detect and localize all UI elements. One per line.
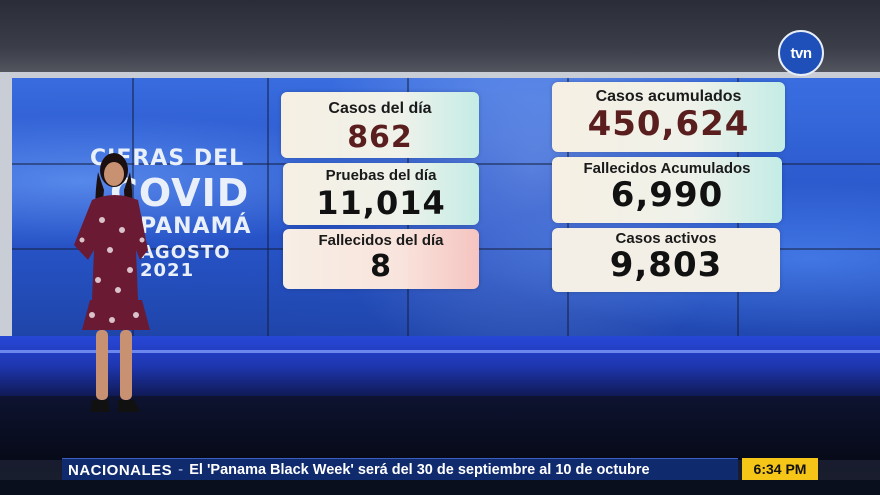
- ticker-separator: -: [178, 462, 184, 478]
- stat-card-casos-activos: Casos activos 9,803: [552, 228, 780, 292]
- wall-title-line1: CIFRAS DEL: [90, 146, 245, 171]
- stat-value: 8: [370, 249, 392, 284]
- stage-light-line: [0, 350, 880, 353]
- stat-value: 862: [347, 120, 413, 155]
- stat-label: Casos activos: [615, 230, 717, 247]
- studio-floor: [0, 396, 880, 460]
- stat-value: 450,624: [587, 104, 750, 144]
- stat-label: Casos del día: [328, 100, 432, 117]
- stat-value: 9,803: [609, 245, 723, 285]
- wall-title-line3: PANAMÁ: [140, 214, 252, 239]
- stat-label: Casos acumulados: [595, 88, 742, 105]
- stat-card-casos-acumulados: Casos acumulados 450,624: [552, 82, 785, 152]
- presenter: [74, 153, 150, 412]
- stat-card-pruebas-dia: Pruebas del día 11,014: [283, 163, 479, 225]
- stat-label: Fallecidos del día: [318, 232, 444, 249]
- stage-led-strip: [0, 336, 880, 396]
- news-ticker: NACIONALES - El 'Panama Black Week' será…: [62, 458, 738, 481]
- stat-value: 11,014: [316, 184, 446, 222]
- tvn-logo: tvn: [778, 30, 824, 76]
- ticker-section: NACIONALES: [68, 461, 173, 479]
- stat-card-casos-dia: Casos del día 862: [281, 92, 479, 158]
- bottom-bar: [0, 480, 880, 495]
- stat-card-fallecidos-dia: Fallecidos del día 8: [283, 229, 479, 289]
- wall-seam: [267, 78, 269, 336]
- studio-ceiling: [0, 0, 880, 80]
- wall-title-line4: AGOSTO 2021: [140, 242, 231, 281]
- clock-badge: 6:34 PM: [742, 458, 818, 480]
- stat-label: Pruebas del día: [325, 167, 437, 184]
- ticker-headline: El 'Panama Black Week' será del 30 de se…: [189, 462, 650, 478]
- stat-value: 6,990: [610, 175, 724, 215]
- stat-label: Fallecidos Acumulados: [583, 160, 751, 177]
- stat-card-fallecidos-acumulados: Fallecidos Acumulados 6,990: [552, 157, 782, 223]
